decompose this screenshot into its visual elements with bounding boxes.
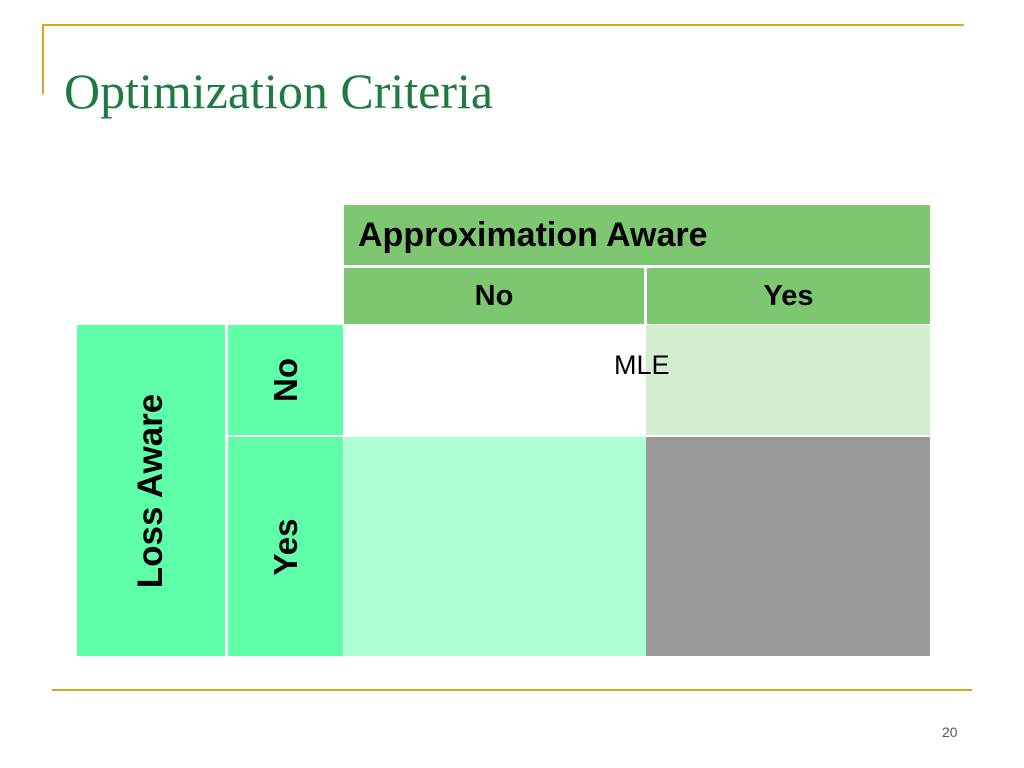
row-header-yes-label: Yes bbox=[266, 518, 304, 575]
top-border-line bbox=[42, 24, 964, 26]
column-header-no: No bbox=[344, 268, 644, 324]
row-group-label: Loss Aware bbox=[131, 393, 170, 588]
row-group-header: Loss Aware bbox=[77, 325, 225, 656]
cell-loss-yes-approx-no bbox=[344, 437, 646, 656]
cell-loss-yes-approx-yes bbox=[646, 437, 930, 656]
column-header-yes: Yes bbox=[647, 268, 930, 324]
row-header-no-label: No bbox=[266, 358, 304, 402]
slide-title: Optimization Criteria bbox=[64, 63, 494, 119]
column-group-header: Approximation Aware bbox=[344, 205, 930, 265]
row-header-yes: Yes bbox=[228, 437, 343, 656]
left-border-line bbox=[42, 24, 44, 94]
page-number: 20 bbox=[942, 724, 958, 740]
cell-loss-no-approx-yes bbox=[646, 325, 930, 435]
footer-divider bbox=[52, 689, 972, 691]
row-header-no: No bbox=[228, 325, 343, 435]
mle-label: MLE bbox=[614, 350, 670, 380]
cell-loss-no-approx-no bbox=[344, 325, 646, 435]
